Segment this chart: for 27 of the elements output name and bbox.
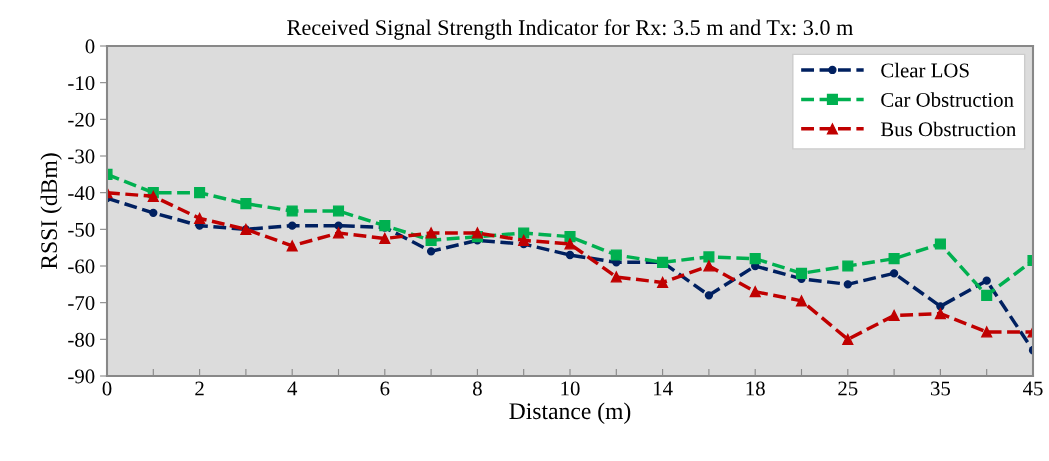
x-tick-label: 14 [654, 381, 673, 396]
x-tick-label: 35 [930, 381, 950, 396]
legend-label: Bus Obstruction [880, 121, 1017, 137]
x-tick-label: 6 [380, 381, 390, 396]
y-tick-label: -10 [68, 76, 95, 91]
y-tick-label: -20 [68, 112, 95, 127]
y-tick-label: -50 [68, 222, 95, 237]
chart-title: Received Signal Strength Indicator for Rx: 3.5 m and Tx: 3.0 m [287, 19, 854, 40]
y-axis-title: RSSI (dBm) [40, 153, 62, 270]
x-tick-label: 2 [195, 381, 204, 396]
y-tick-label: -80 [68, 332, 95, 347]
legend-label: Car Obstruction [881, 92, 1014, 107]
x-tick-label: 10 [561, 381, 580, 396]
x-tick-label: 45 [1022, 381, 1043, 396]
y-tick-label: -90 [68, 369, 95, 384]
x-tick-label: 25 [838, 381, 858, 396]
y-tick-label: -70 [68, 296, 95, 311]
y-tick-label: -30 [68, 149, 95, 164]
x-tick-label: 8 [472, 381, 482, 396]
x-tick-label: 18 [746, 381, 765, 396]
y-tick-label: 0 [85, 39, 95, 54]
y-tick-label: -60 [68, 259, 95, 274]
x-tick-label: 4 [287, 381, 298, 396]
x-axis-title: Distance (m) [509, 402, 631, 424]
legend-label: Clear LOS [881, 62, 969, 78]
x-tick-label: 0 [102, 381, 112, 396]
y-tick-label: -40 [68, 186, 95, 201]
